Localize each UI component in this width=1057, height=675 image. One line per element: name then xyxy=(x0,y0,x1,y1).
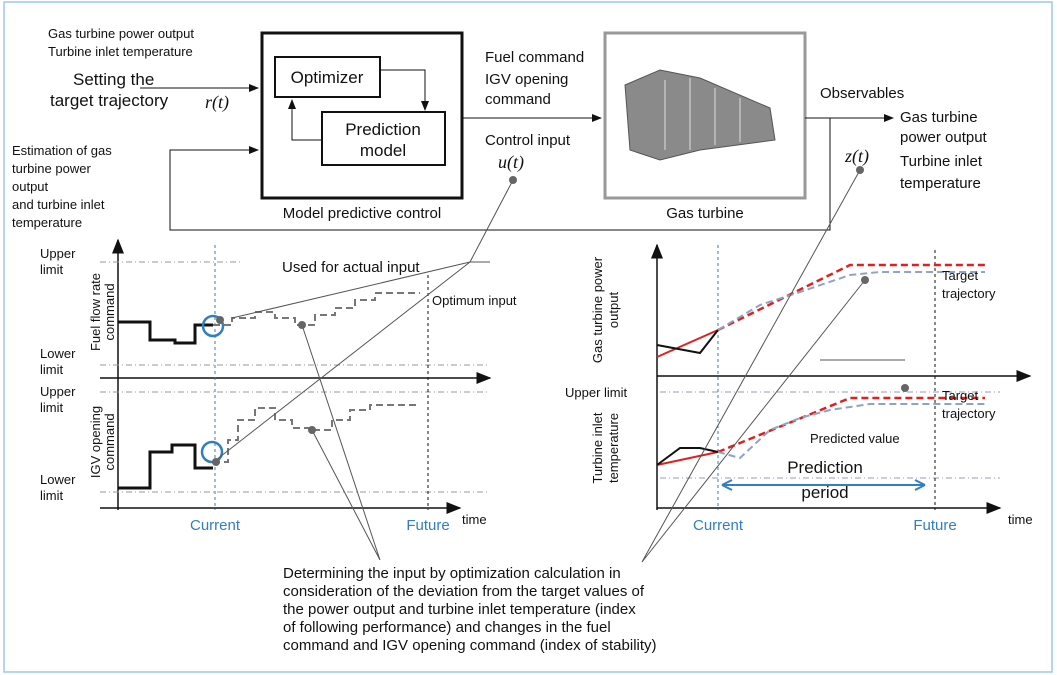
symbol: z(t) xyxy=(844,146,869,167)
label: Observables xyxy=(820,85,904,102)
leader xyxy=(216,180,513,460)
label: Gas turbine xyxy=(666,205,744,222)
label: limit xyxy=(40,400,63,415)
turbine-image xyxy=(625,70,775,160)
label: Control input xyxy=(485,132,571,149)
fuel-actual xyxy=(118,322,213,343)
axis-title: IGV opening xyxy=(88,406,103,478)
label: Upper xyxy=(40,246,76,261)
target-line xyxy=(657,330,718,357)
label: Turbine inlet temperature xyxy=(48,44,193,59)
label: Current xyxy=(693,517,744,534)
label: Fuel command xyxy=(485,49,584,66)
label: Gas turbine power output xyxy=(48,26,194,41)
label: Future xyxy=(913,517,956,534)
label: Setting the xyxy=(73,70,154,89)
label: Future xyxy=(406,517,449,534)
label: limit xyxy=(40,362,63,377)
label: IGV opening xyxy=(485,71,568,88)
axis-title: temperature xyxy=(606,413,621,483)
arrow xyxy=(380,70,425,110)
symbol: u(t) xyxy=(498,152,524,173)
label: Current xyxy=(190,517,241,534)
label: Turbine inlet xyxy=(900,153,983,170)
label: Used for actual input xyxy=(282,259,420,276)
label: temperature xyxy=(900,175,981,192)
label: trajectory xyxy=(942,286,996,301)
label: trajectory xyxy=(942,406,996,421)
highlight xyxy=(202,442,222,462)
note: the power output and turbine inlet tempe… xyxy=(283,601,636,618)
label: Prediction xyxy=(787,458,863,477)
label: Upper xyxy=(40,384,76,399)
label: Target xyxy=(942,388,979,403)
axis-title: command xyxy=(102,413,117,470)
label: model xyxy=(360,141,406,160)
label: Estimation of gas xyxy=(12,143,112,158)
symbol: r(t) xyxy=(205,92,229,113)
label: Predicted value xyxy=(810,431,900,446)
label: period xyxy=(801,483,848,502)
label: Prediction xyxy=(345,120,421,139)
axis-title: Turbine inlet xyxy=(590,412,605,483)
note: Determining the input by optimization ca… xyxy=(283,565,621,582)
label: Gas turbine xyxy=(900,109,978,126)
axis-title: command xyxy=(102,283,117,340)
label: power output xyxy=(900,129,988,146)
igv-actual xyxy=(118,445,213,488)
label: Upper limit xyxy=(565,385,628,400)
axis-title: output xyxy=(606,292,621,329)
note: consideration of the deviation from the … xyxy=(283,583,645,600)
label: Optimizer xyxy=(291,68,364,87)
label: command xyxy=(485,91,551,108)
label: Optimum input xyxy=(432,293,517,308)
axis-title: Fuel flow rate xyxy=(88,273,103,351)
label: temperature xyxy=(12,215,82,230)
note: of following performance) and changes in… xyxy=(283,619,611,636)
leader xyxy=(642,170,905,562)
label: Lower xyxy=(40,472,76,487)
label: turbine power xyxy=(12,161,91,176)
note: command and IGV opening command (index o… xyxy=(283,637,657,654)
arrow xyxy=(292,100,322,140)
label: Lower xyxy=(40,346,76,361)
label: and turbine inlet xyxy=(12,197,105,212)
label: Target xyxy=(942,268,979,283)
label: limit xyxy=(40,488,63,503)
label: output xyxy=(12,179,49,194)
igv-optimum xyxy=(213,405,420,462)
diagram: Gas turbine power output Turbine inlet t… xyxy=(0,0,1057,675)
label: target trajectory xyxy=(50,91,169,110)
axis-title: Gas turbine power xyxy=(590,256,605,363)
label: time xyxy=(1008,512,1033,527)
charts xyxy=(100,166,1030,562)
label: Model predictive control xyxy=(283,205,441,222)
label: limit xyxy=(40,262,63,277)
leader xyxy=(302,325,380,560)
label: time xyxy=(462,512,487,527)
